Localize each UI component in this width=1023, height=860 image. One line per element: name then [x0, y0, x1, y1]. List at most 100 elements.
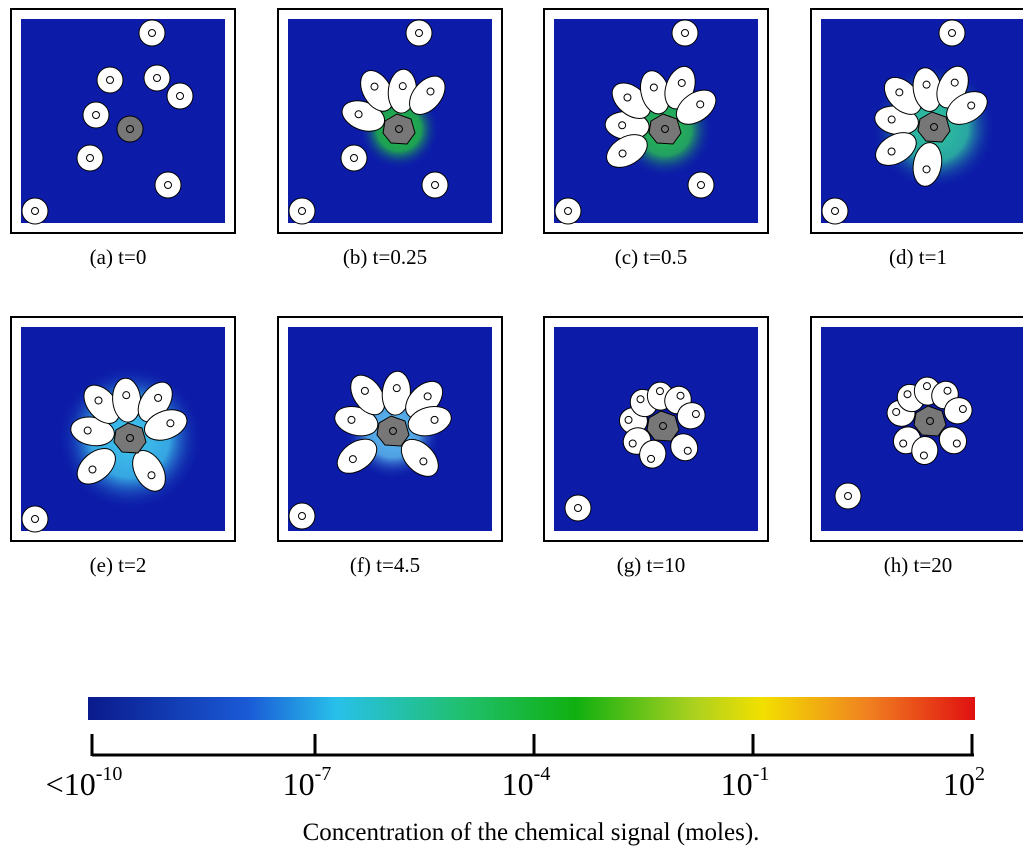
panel-caption: (h) t=20 [884, 553, 952, 577]
cell-nucleus [349, 456, 356, 463]
cell-nucleus [949, 30, 956, 37]
cell-nucleus [148, 472, 155, 479]
cell-nucleus [93, 112, 100, 119]
cell-nucleus [399, 83, 406, 90]
cell-nucleus [427, 88, 434, 95]
cell-nucleus [348, 416, 355, 423]
cell-nucleus [355, 111, 362, 118]
cell-nucleus [677, 392, 684, 399]
panel [278, 9, 502, 233]
cell-nucleus [888, 148, 895, 155]
cell-nucleus [177, 93, 184, 100]
source-nucleus [662, 126, 669, 133]
panel [278, 317, 502, 541]
panel-caption: (a) t=0 [90, 245, 147, 269]
tick-base: 10 [502, 766, 534, 802]
cell-nucleus [896, 89, 903, 96]
cell-nucleus [697, 101, 704, 108]
cell-nucleus [923, 383, 930, 390]
tick-exponent: -10 [96, 763, 123, 785]
cell-nucleus [629, 440, 636, 447]
cell-nucleus [575, 505, 582, 512]
cell-nucleus [953, 440, 960, 447]
figure: Concentration of the chemical signal (mo… [0, 0, 1023, 860]
cell-nucleus [893, 408, 900, 415]
cell-nucleus [431, 416, 438, 423]
cell-nucleus [154, 75, 161, 82]
cell-nucleus [888, 116, 895, 123]
cell-nucleus [89, 466, 96, 473]
cell-nucleus [832, 208, 839, 215]
cell-nucleus [678, 79, 685, 86]
panel [811, 317, 1023, 541]
source-nucleus [396, 126, 403, 133]
cell-nucleus [87, 155, 94, 162]
cell-nucleus [167, 420, 174, 427]
panel [811, 9, 1023, 233]
tick-base: 10 [943, 766, 975, 802]
cell-nucleus [684, 447, 691, 454]
panel-caption: (e) t=2 [90, 553, 147, 577]
colorbar-tick-label: 10-4 [502, 763, 551, 802]
cell-nucleus [900, 440, 907, 447]
cell-nucleus [968, 102, 975, 109]
tick-exponent: -7 [315, 763, 332, 785]
source-nucleus [927, 418, 934, 425]
source-nucleus [127, 126, 134, 133]
cell-nucleus [123, 392, 130, 399]
cell-nucleus [682, 30, 689, 37]
cell-nucleus [299, 513, 306, 520]
cell-nucleus [416, 30, 423, 37]
cell-nucleus [845, 493, 852, 500]
cell-nucleus [944, 387, 951, 394]
tick-exponent: -1 [753, 763, 770, 785]
colorbar-tick-label: 10-7 [283, 763, 332, 802]
colorbar-tick-label: 102 [943, 763, 985, 802]
cell-nucleus [625, 416, 632, 423]
cell-nucleus [959, 406, 966, 413]
cell-nucleus [698, 182, 705, 189]
cell-nucleus [923, 166, 930, 173]
cell-nucleus [361, 387, 368, 394]
cell-nucleus [32, 516, 39, 523]
panel [544, 9, 768, 233]
cell-nucleus [923, 81, 930, 88]
tick-exponent: 2 [975, 763, 985, 785]
panel-caption: (c) t=0.5 [615, 245, 688, 269]
panel-caption: (g) t=10 [617, 553, 685, 577]
tick-base: 10 [721, 766, 753, 802]
cell-nucleus [393, 385, 400, 392]
source-nucleus [390, 428, 397, 435]
cell-nucleus [165, 182, 172, 189]
cell-nucleus [424, 393, 431, 400]
cell-nucleus [32, 208, 39, 215]
cell-nucleus [951, 79, 958, 86]
cell-nucleus [95, 397, 102, 404]
panel-caption: (f) t=4.5 [350, 553, 420, 577]
cell-nucleus [648, 455, 655, 462]
cell-nucleus [351, 155, 358, 162]
cell-nucleus [432, 182, 439, 189]
panel-caption: (d) t=1 [889, 245, 947, 269]
cell-nucleus [565, 208, 572, 215]
colorbar [88, 697, 975, 720]
cell-nucleus [84, 427, 91, 434]
tick-base: <10 [46, 766, 96, 802]
cell-nucleus [619, 122, 626, 129]
tick-exponent: -4 [534, 763, 551, 785]
cell-nucleus [371, 83, 378, 90]
cell-nucleus [624, 94, 631, 101]
panel [544, 317, 768, 541]
panel-caption: (b) t=0.25 [343, 245, 427, 269]
cell-nucleus [650, 84, 657, 91]
colorbar-tick-label: 10-1 [721, 763, 770, 802]
cell-nucleus [692, 411, 699, 418]
tick-base: 10 [283, 766, 315, 802]
cell-nucleus [149, 30, 156, 37]
colorbar-tick-label: <10-10 [46, 763, 123, 802]
colorbar-label: Concentration of the chemical signal (mo… [303, 819, 760, 846]
cell-nucleus [420, 458, 427, 465]
cell-nucleus [656, 388, 663, 395]
cell-nucleus [637, 396, 644, 403]
cell-nucleus [155, 394, 162, 401]
